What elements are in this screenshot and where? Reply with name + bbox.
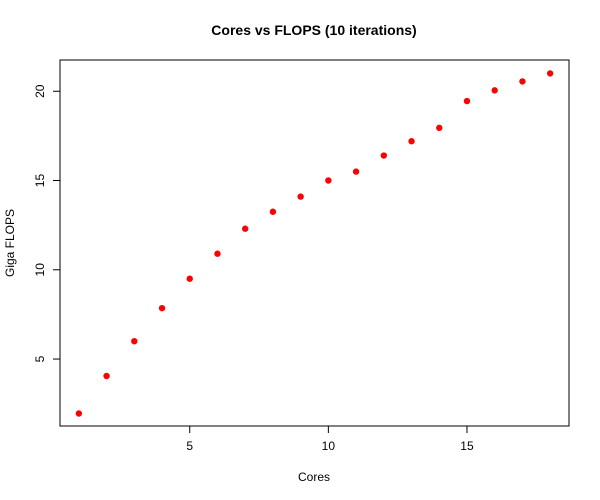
data-point	[131, 337, 138, 345]
data-point	[408, 138, 415, 145]
chart-title: Cores vs FLOPS (10 iterations)	[211, 22, 416, 38]
data-point	[491, 87, 498, 94]
x-tick-label: 5	[186, 439, 193, 453]
y-tick-label: 20	[33, 84, 47, 98]
data-point	[325, 177, 332, 184]
data-point	[269, 208, 277, 215]
data-point	[75, 410, 83, 417]
data-point	[436, 124, 443, 132]
y-axis-label: Giga FLOPS	[3, 209, 17, 277]
x-tick-label: 15	[460, 439, 474, 453]
data-point	[297, 193, 304, 200]
data-point	[546, 70, 554, 77]
data-point	[463, 97, 471, 105]
data-point	[380, 152, 388, 159]
data-point	[352, 168, 360, 175]
y-axis: 5 10 15 20	[33, 84, 61, 362]
data-point	[103, 372, 110, 380]
plot-area	[59, 59, 570, 427]
data-point	[158, 304, 166, 312]
data-points	[75, 70, 554, 417]
x-axis-label: Cores	[298, 470, 330, 484]
data-point	[241, 225, 249, 232]
x-axis: 5 10 15	[186, 425, 474, 453]
data-point	[186, 275, 193, 282]
data-point	[519, 78, 526, 85]
data-point	[214, 250, 221, 257]
x-tick-label: 10	[322, 439, 336, 453]
y-tick-label: 5	[33, 355, 47, 362]
y-tick-label: 15	[33, 174, 47, 188]
plot-frame	[59, 59, 570, 427]
y-tick-label: 10	[33, 263, 47, 277]
